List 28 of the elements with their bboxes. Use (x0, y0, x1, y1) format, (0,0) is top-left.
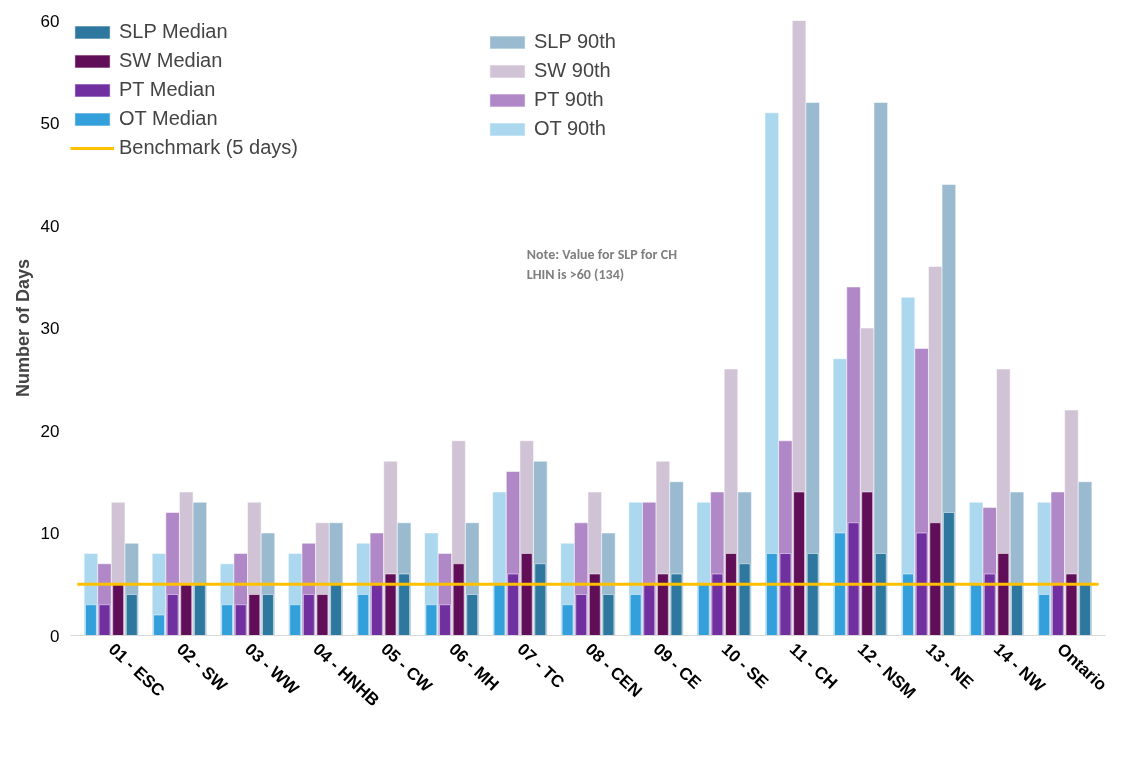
legend-label: PT 90th (534, 88, 604, 111)
x-tick-label: 09 - CE (649, 639, 705, 693)
legend-label: SLP Median (119, 20, 228, 43)
x-tick-label: 13 - NE (921, 639, 978, 693)
x-tick-label: 03 - WW (241, 639, 304, 700)
x-tick-label: 05 - CW (377, 639, 437, 697)
y-tick-label: 0 (50, 626, 60, 646)
legend-label: PT Median (119, 78, 216, 101)
annotation: Note: Value for SLP for CH LHIN is >60 (134) (526, 246, 678, 284)
y-tick-label: 40 (40, 216, 60, 236)
legend-label: Benchmark (5 days) (119, 136, 298, 159)
legend-label: SW 90th (534, 59, 611, 82)
x-tick-label: 14 - NW (990, 639, 1050, 697)
x-tick-label: 06 - MH (445, 639, 503, 695)
y-tick-label: 60 (40, 11, 60, 31)
x-tick-label: 10 - SE (717, 639, 773, 693)
legend-label: SLP 90th (534, 30, 616, 53)
legend-label: OT 90th (534, 117, 606, 140)
legend-label: SW Median (119, 49, 223, 72)
y-tick-label: 20 (40, 421, 60, 441)
y-axis-title: Number of Days (12, 258, 33, 398)
y-tick-label: 30 (40, 319, 60, 338)
y-tick-label: 10 (40, 524, 60, 543)
y-tick-label: 50 (40, 114, 60, 133)
x-tick-label: 07 - TC (513, 639, 568, 693)
legend-label: OT Median (119, 107, 218, 130)
x-tick-label: 11 - CH (785, 639, 841, 693)
x-tick-label: 02 - SW (172, 639, 232, 696)
